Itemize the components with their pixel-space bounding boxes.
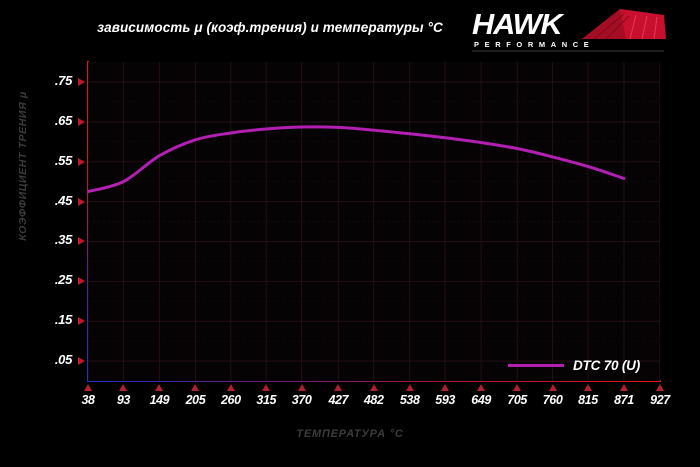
x-axis-tick-label: 705 (507, 393, 527, 407)
plot-area (88, 62, 660, 381)
x-axis-tick-label: 815 (578, 393, 598, 407)
x-axis-tick-label: 93 (116, 393, 131, 407)
line-series-dtc-70-u (88, 125, 626, 194)
x-axis-tick-label: 927 (650, 393, 670, 407)
x-axis-tick-label: 538 (399, 393, 420, 407)
x-axis-tick-label: 149 (149, 393, 170, 407)
legend-label: DTC 70 (U) (573, 358, 641, 373)
x-axis-tick-label: 38 (81, 393, 95, 407)
x-axis-tick-arrow-icon (84, 384, 92, 391)
y-axis-title: КОЭФФИЦИЕНТ ТРЕНИЯ μ (17, 91, 29, 241)
x-axis-tick-arrow-icon (656, 384, 664, 391)
y-axis-tick-label: .35 (54, 232, 72, 248)
x-axis-tick-label: 482 (363, 393, 384, 407)
hawk-performance-logo: HAWK PERFORMANCE (472, 9, 666, 52)
x-axis-tick-label: 260 (221, 393, 241, 407)
y-axis-tick-label: .05 (54, 352, 72, 368)
y-axis-tick-label: .75 (54, 72, 72, 88)
y-axis-tick-label: .45 (54, 192, 72, 208)
logo-underline (472, 50, 664, 52)
x-axis-tick-arrow-icon (191, 384, 200, 391)
x-axis-tick-arrow-icon (155, 384, 164, 391)
x-axis-tick-label: 593 (435, 393, 455, 407)
legend-color-swatch (508, 364, 564, 367)
x-axis-tick-label: 370 (291, 393, 312, 407)
x-axis-tick-label: 760 (542, 393, 563, 407)
x-axis-tick-label: 205 (185, 393, 206, 407)
x-axis-tick-label: 649 (471, 393, 491, 407)
logo-wordmark: HAWK (472, 9, 563, 41)
grid-lines (88, 62, 660, 381)
x-axis-tick-arrow-icon (619, 384, 628, 391)
y-axis-tick-label: .15 (54, 312, 72, 328)
y-axis-tick-label: .65 (54, 112, 72, 128)
data-series-layer (88, 125, 626, 194)
x-axis-tick-arrow-icon (548, 384, 557, 391)
chart-legend: DTC 70 (U) (508, 358, 640, 373)
x-axis-line (87, 380, 661, 382)
x-axis-tick-label: 427 (328, 393, 349, 407)
y-axis-tick-arrow-icon (78, 197, 85, 206)
y-axis-tick-arrow-icon (78, 117, 85, 126)
y-axis-tick-arrow-icon (78, 157, 85, 166)
x-axis-tick-arrow-icon (369, 384, 378, 391)
x-axis-tick-arrow-icon (297, 384, 306, 391)
x-axis-tick-label: 315 (256, 393, 277, 407)
y-axis-tick-arrow-icon (78, 77, 85, 86)
y-axis-tick-arrow-icon (78, 237, 85, 246)
x-axis-tick-arrow-icon (405, 384, 414, 391)
x-axis-tick-label: 871 (614, 393, 634, 407)
y-axis-tick-arrow-icon (78, 357, 85, 366)
x-axis-title: ТЕМПЕРАТУРА °C (296, 428, 404, 440)
x-axis-tick-arrow-icon (441, 384, 450, 391)
x-axis-tick-arrow-icon (334, 384, 343, 391)
x-axis-tick-arrow-icon (226, 384, 235, 391)
hawk-wing-icon (582, 9, 666, 40)
page-title: зависимость μ (коэф.трения) и температур… (97, 20, 443, 35)
x-axis-tick-arrow-icon (262, 384, 271, 391)
x-axis-tick-arrow-icon (477, 384, 486, 391)
x-axis-tick-arrow-icon (583, 384, 592, 391)
x-axis-tick-arrow-icon (513, 384, 522, 391)
y-axis-tick-arrow-icon (78, 277, 85, 286)
y-axis-tick-label: .55 (54, 152, 72, 168)
y-axis-tick-arrow-icon (78, 317, 85, 326)
y-axis-tick-label: .25 (54, 272, 72, 288)
logo-subtitle: PERFORMANCE (474, 40, 595, 49)
x-axis-tick-arrow-icon (119, 384, 128, 391)
